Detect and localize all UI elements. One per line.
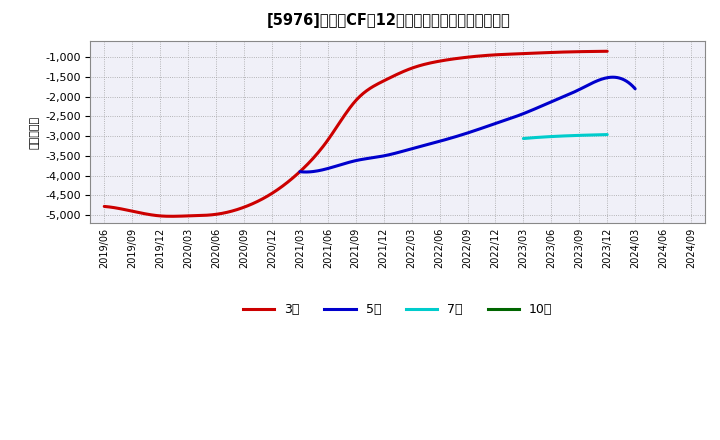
7年: [519, 136, 528, 141]
5年: [495, 120, 504, 125]
3年: [557, 49, 566, 55]
7年: [590, 132, 598, 138]
5年: [295, 169, 304, 174]
7年: [519, 136, 528, 141]
5年: [608, 74, 617, 80]
Line: 7年: 7年: [523, 135, 607, 139]
5年: [496, 119, 505, 125]
7年: [569, 133, 577, 138]
5年: [600, 76, 609, 81]
Y-axis label: （百万円）: （百万円）: [30, 116, 40, 149]
5年: [580, 85, 588, 90]
5年: [631, 86, 639, 92]
3年: [102, 204, 110, 209]
Text: [5976]　投賄CFの12か月移動合計の平均値の推移: [5976] 投賄CFの12か月移動合計の平均値の推移: [267, 13, 510, 28]
5年: [301, 169, 310, 175]
3年: [526, 51, 534, 56]
3年: [400, 69, 408, 74]
3年: [401, 68, 410, 73]
Line: 5年: 5年: [300, 77, 635, 172]
7年: [595, 132, 603, 137]
5年: [297, 169, 305, 174]
5年: [502, 117, 510, 122]
3年: [100, 204, 109, 209]
Line: 3年: 3年: [104, 51, 607, 216]
3年: [167, 214, 176, 219]
7年: [569, 133, 577, 138]
3年: [603, 49, 611, 54]
Legend: 3年, 5年, 7年, 10年: 3年, 5年, 7年, 10年: [238, 298, 557, 321]
7年: [570, 133, 579, 138]
7年: [603, 132, 611, 137]
3年: [410, 65, 418, 70]
